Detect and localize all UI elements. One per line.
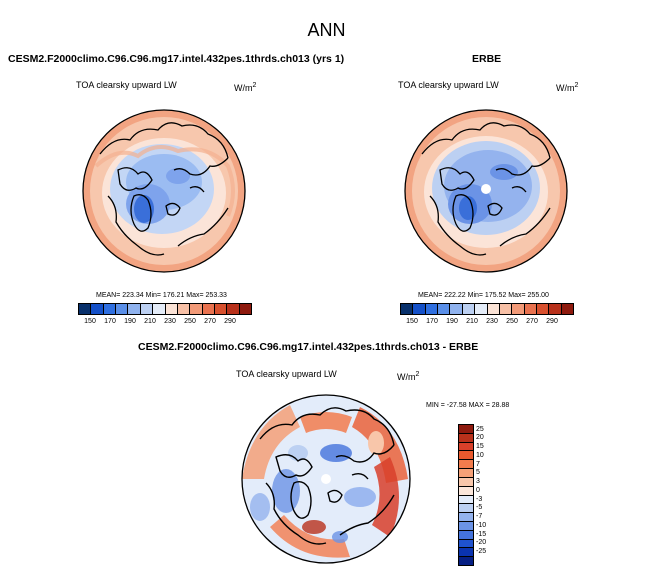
colorbar-tick: 250 — [184, 318, 196, 325]
colorbar-swatch — [79, 304, 92, 314]
colorbar-label: -3 — [476, 495, 483, 503]
colorbar-tick: 210 — [466, 318, 478, 325]
colorbar-tick: 190 — [124, 318, 136, 325]
colorbar-swatch — [475, 304, 488, 314]
colorbar-swatch — [202, 304, 215, 314]
left-units-label: W/m2 — [234, 82, 257, 93]
colorbar-tick: 270 — [204, 318, 216, 325]
colorbar-swatch — [459, 486, 473, 496]
colorbar-swatch — [459, 451, 473, 461]
colorbar-swatch — [512, 304, 525, 314]
diff-units-label: W/m2 — [397, 371, 420, 382]
right-polar-map — [404, 109, 568, 273]
colorbar-tick: 250 — [506, 318, 518, 325]
colorbar-swatch — [214, 304, 228, 314]
diff-colorbar — [458, 424, 474, 566]
colorbar-tick: 150 — [84, 318, 96, 325]
diff-stats: MIN = -27.58 MAX = 28.88 — [426, 402, 510, 409]
colorbar-swatch — [165, 304, 178, 314]
colorbar-swatch — [459, 548, 473, 558]
diff-panel-header: CESM2.F2000climo.C96.C96.mg17.intel.432p… — [138, 341, 479, 353]
colorbar-swatch — [459, 460, 473, 470]
colorbar-swatch — [549, 304, 562, 314]
colorbar-tick: 290 — [546, 318, 558, 325]
colorbar-swatch — [116, 304, 129, 314]
colorbar-swatch — [459, 495, 473, 505]
colorbar-swatch — [459, 469, 473, 478]
colorbar-swatch — [128, 304, 141, 314]
diff-variable-label: TOA clearsky upward LW — [236, 369, 337, 379]
colorbar-label: -20 — [476, 539, 487, 547]
right-units-label: W/m2 — [556, 82, 579, 93]
colorbar-swatch — [459, 521, 473, 531]
colorbar-swatch — [239, 304, 252, 314]
diff-polar-map — [241, 394, 411, 564]
right-colorbar-ticks: 150 170 190 210 230 250 270 290 — [402, 318, 562, 325]
colorbar-label: 7 — [476, 460, 480, 468]
colorbar-tick: 170 — [426, 318, 438, 325]
colorbar-tick: 230 — [164, 318, 176, 325]
left-variable-label: TOA clearsky upward LW — [76, 80, 177, 90]
colorbar-label: -5 — [476, 504, 483, 512]
colorbar-swatch — [227, 304, 240, 314]
colorbar-label: -25 — [476, 548, 487, 556]
colorbar-swatch — [524, 304, 537, 314]
left-stats: MEAN= 223.34 Min= 176.21 Max= 253.33 — [96, 292, 227, 299]
colorbar-label: 20 — [476, 434, 484, 442]
left-panel-header: CESM2.F2000climo.C96.C96.mg17.intel.432p… — [8, 53, 345, 65]
right-variable-label: TOA clearsky upward LW — [398, 80, 499, 90]
colorbar-swatch — [459, 504, 473, 514]
right-stats: MEAN= 222.22 Min= 175.52 Max= 255.00 — [418, 292, 549, 299]
colorbar-tick: 170 — [104, 318, 116, 325]
colorbar-label: -10 — [476, 521, 487, 529]
colorbar-swatch — [413, 304, 426, 314]
colorbar-tick: 150 — [406, 318, 418, 325]
colorbar-swatch — [459, 530, 473, 540]
colorbar-label: 25 — [476, 425, 484, 433]
colorbar-swatch — [459, 477, 473, 487]
right-colorbar — [400, 303, 574, 315]
colorbar-swatch — [438, 304, 451, 314]
colorbar-swatch — [401, 304, 414, 314]
colorbar-tick: 190 — [446, 318, 458, 325]
colorbar-swatch — [459, 557, 473, 565]
colorbar-label: 0 — [476, 486, 480, 494]
colorbar-swatch — [103, 304, 117, 314]
colorbar-label: 3 — [476, 478, 480, 486]
colorbar-tick: 270 — [526, 318, 538, 325]
colorbar-swatch — [459, 539, 473, 549]
colorbar-label: -15 — [476, 530, 487, 538]
colorbar-tick: 210 — [144, 318, 156, 325]
right-panel-header: ERBE — [472, 53, 502, 65]
colorbar-swatch — [425, 304, 439, 314]
colorbar-swatch — [190, 304, 203, 314]
colorbar-swatch — [536, 304, 550, 314]
colorbar-swatch — [499, 304, 513, 314]
colorbar-swatch — [153, 304, 166, 314]
colorbar-swatch — [561, 304, 574, 314]
colorbar-label: 5 — [476, 469, 480, 477]
left-colorbar — [78, 303, 252, 315]
colorbar-swatch — [459, 433, 473, 443]
colorbar-tick: 290 — [224, 318, 236, 325]
colorbar-swatch — [140, 304, 154, 314]
diff-colorbar-labels: 25 20 15 10 7 5 3 0 -3 -5 -7 -10 -15 -20… — [476, 424, 486, 555]
figure-title: ANN — [307, 20, 346, 40]
colorbar-swatch — [91, 304, 104, 314]
colorbar-swatch — [459, 425, 473, 434]
colorbar-swatch — [459, 513, 473, 522]
colorbar-label: 10 — [476, 451, 484, 459]
colorbar-swatch — [462, 304, 476, 314]
colorbar-label: -7 — [476, 513, 483, 521]
left-colorbar-ticks: 150 170 190 210 230 250 270 290 — [80, 318, 240, 325]
left-polar-map — [82, 109, 246, 273]
colorbar-tick: 230 — [486, 318, 498, 325]
colorbar-swatch — [450, 304, 463, 314]
colorbar-swatch — [459, 442, 473, 452]
colorbar-swatch — [487, 304, 500, 314]
colorbar-swatch — [177, 304, 191, 314]
colorbar-label: 15 — [476, 443, 484, 451]
